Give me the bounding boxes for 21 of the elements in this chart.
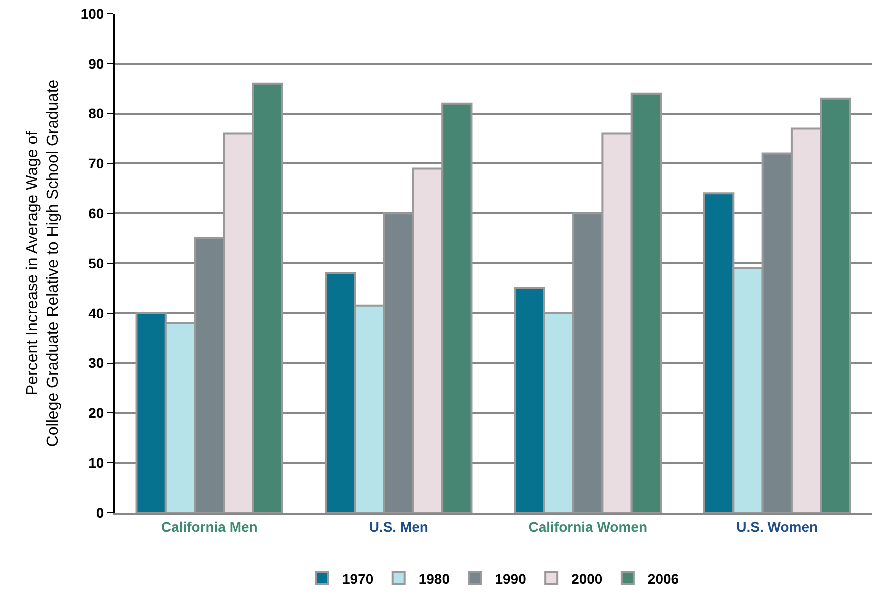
- y-tick-label: 100: [80, 6, 104, 22]
- y-tick-label: 50: [88, 255, 104, 272]
- legend-label: 1990: [495, 570, 527, 587]
- y-tick-label: 20: [88, 405, 104, 422]
- y-tick-label: 70: [88, 156, 104, 172]
- x-tick-label: U.S. Men: [369, 518, 428, 535]
- x-tick-label: California Women: [528, 518, 648, 535]
- legend-label: 2006: [648, 570, 680, 587]
- y-tick-label: 0: [96, 504, 104, 521]
- legend-label: 1970: [342, 570, 374, 587]
- legend-label: 1980: [418, 570, 450, 587]
- y-axis-title: Percent Increase in Average Wage of College Graduate Relative to High School Graduate: [24, 80, 62, 448]
- y-tick-label: 60: [88, 206, 104, 222]
- y-tick-label: 90: [88, 56, 104, 72]
- y-tick-label: 10: [88, 455, 104, 471]
- y-tick-label: 40: [88, 305, 104, 322]
- legend-label: 2000: [572, 570, 603, 587]
- x-tick-label: U.S. Women: [736, 518, 818, 535]
- x-tick-label: California Men: [161, 518, 258, 535]
- y-tick-label: 80: [88, 106, 104, 122]
- y-tick-label: 30: [88, 355, 104, 372]
